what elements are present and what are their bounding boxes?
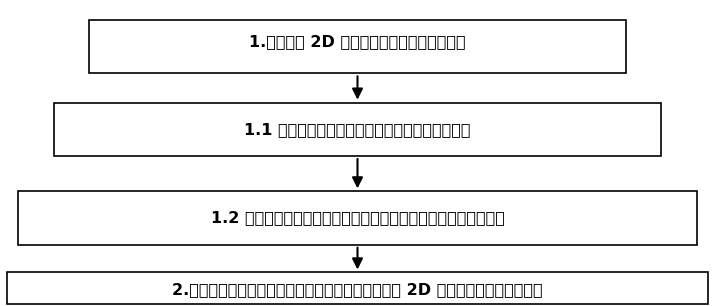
FancyBboxPatch shape [7, 272, 708, 304]
FancyBboxPatch shape [89, 20, 626, 73]
FancyBboxPatch shape [54, 103, 661, 156]
Text: 2.根据不同阶段，设计相应的具有拓展信息的抗干扰 2D 控制器，求解出切换时间: 2.根据不同阶段，设计相应的具有拓展信息的抗干扰 2D 控制器，求解出切换时间 [172, 282, 543, 297]
FancyBboxPatch shape [18, 191, 697, 245]
Text: 1.建立等价 2D 切换离散系统的状态空间模型: 1.建立等价 2D 切换离散系统的状态空间模型 [250, 34, 465, 49]
Text: 1.2 构建注塑过程二维增广模型，进而再现切换系统状态空间模型: 1.2 构建注塑过程二维增广模型，进而再现切换系统状态空间模型 [210, 210, 505, 225]
Text: 1.1 将注塑成型过程用典型的多阶段间歇过程表示: 1.1 将注塑成型过程用典型的多阶段间歇过程表示 [245, 122, 470, 138]
